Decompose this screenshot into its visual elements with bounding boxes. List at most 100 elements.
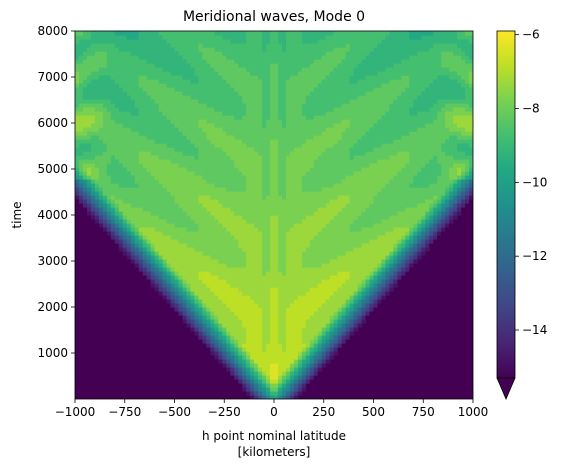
heatmap-cell xyxy=(397,219,402,224)
heatmap-cell xyxy=(266,207,271,212)
heatmap-cell xyxy=(150,239,156,244)
heatmap-cell xyxy=(277,119,283,124)
heatmap-cell xyxy=(142,175,148,180)
heatmap-cell xyxy=(425,235,430,240)
heatmap-cell xyxy=(369,231,375,236)
heatmap-cell xyxy=(94,151,100,156)
heatmap-cell xyxy=(457,187,462,192)
heatmap-cell xyxy=(401,127,406,132)
heatmap-cell xyxy=(421,183,426,188)
heatmap-cell xyxy=(365,259,371,264)
heatmap-cell xyxy=(250,283,255,288)
heatmap-cell xyxy=(194,271,199,276)
heatmap-cell xyxy=(258,215,263,220)
heatmap-cell xyxy=(297,283,303,288)
heatmap-cell xyxy=(182,199,188,204)
heatmap-cell xyxy=(218,207,223,212)
heatmap-cell xyxy=(413,231,418,236)
heatmap-cell xyxy=(98,163,104,168)
heatmap-cell xyxy=(270,139,275,144)
heatmap-cell xyxy=(305,323,311,328)
heatmap-cell xyxy=(270,267,275,272)
heatmap-cell xyxy=(381,239,387,244)
heatmap-cell xyxy=(397,271,402,276)
heatmap-cell xyxy=(122,207,128,212)
heatmap-cell xyxy=(341,155,347,160)
heatmap-cell xyxy=(353,139,359,144)
heatmap-cell xyxy=(393,251,398,256)
heatmap-cell xyxy=(353,283,359,288)
heatmap-cell xyxy=(206,347,211,352)
heatmap-cell xyxy=(118,139,124,144)
heatmap-cell xyxy=(429,203,434,208)
heatmap-cell xyxy=(234,211,239,216)
heatmap-cell xyxy=(345,331,351,336)
heatmap-cell xyxy=(465,199,470,204)
heatmap-cell xyxy=(222,139,227,144)
heatmap-cell xyxy=(405,139,410,144)
heatmap-cell xyxy=(429,119,434,124)
heatmap-cell xyxy=(106,119,112,124)
heatmap-cell xyxy=(130,111,136,116)
heatmap-cell xyxy=(234,219,239,224)
heatmap-cell xyxy=(190,123,195,128)
heatmap-cell xyxy=(337,159,343,164)
heatmap-cell xyxy=(281,171,287,176)
heatmap-cell xyxy=(401,163,406,168)
heatmap-cell xyxy=(254,255,259,260)
heatmap-cell xyxy=(194,263,199,268)
heatmap-cell xyxy=(329,295,335,300)
heatmap-cell xyxy=(361,179,367,184)
heatmap-cell xyxy=(178,239,184,244)
heatmap-cell xyxy=(305,211,311,216)
heatmap-cell xyxy=(222,215,227,220)
heatmap-cell xyxy=(293,215,299,220)
heatmap-cell xyxy=(321,303,327,308)
heatmap-cell xyxy=(333,227,339,232)
heatmap-cell xyxy=(345,243,351,248)
heatmap-cell xyxy=(174,203,180,208)
heatmap-cell xyxy=(266,367,271,372)
heatmap-cell xyxy=(373,255,379,260)
heatmap-cell xyxy=(325,315,331,320)
heatmap-cell xyxy=(333,195,339,200)
heatmap-cell xyxy=(349,287,355,292)
heatmap-cell xyxy=(289,175,295,180)
heatmap-cell xyxy=(309,375,315,380)
heatmap-cell xyxy=(158,167,164,172)
heatmap-cell xyxy=(190,227,195,232)
heatmap-cell xyxy=(325,259,331,264)
heatmap-cell xyxy=(146,199,152,204)
heatmap-cell xyxy=(341,111,347,116)
heatmap-cell xyxy=(417,191,422,196)
heatmap-cell xyxy=(305,135,311,140)
heatmap-cell xyxy=(305,319,311,324)
heatmap-cell xyxy=(321,275,327,280)
heatmap-cell xyxy=(226,179,231,184)
heatmap-cell xyxy=(321,223,327,228)
heatmap-cell xyxy=(186,247,192,252)
heatmap-cell xyxy=(214,279,219,284)
heatmap-field xyxy=(75,31,473,399)
heatmap-cell xyxy=(381,155,387,160)
heatmap-cell xyxy=(297,267,303,272)
heatmap-cell xyxy=(90,163,96,168)
heatmap-cell xyxy=(357,319,363,324)
heatmap-cell xyxy=(301,231,307,236)
heatmap-cell xyxy=(421,191,426,196)
heatmap-cell xyxy=(317,191,323,196)
heatmap-cell xyxy=(329,275,335,280)
heatmap-cell xyxy=(361,115,367,120)
heatmap-cell xyxy=(194,295,199,300)
heatmap-cell xyxy=(405,227,410,232)
heatmap-cell xyxy=(162,179,168,184)
heatmap-cell xyxy=(433,119,438,124)
heatmap-cell xyxy=(285,167,291,172)
heatmap-cell xyxy=(461,147,466,152)
heatmap-cell xyxy=(274,311,279,316)
heatmap-cell xyxy=(262,347,267,352)
heatmap-cell xyxy=(174,211,180,216)
heatmap-cell xyxy=(365,219,371,224)
heatmap-cell xyxy=(258,227,263,232)
heatmap-cell xyxy=(218,171,223,176)
